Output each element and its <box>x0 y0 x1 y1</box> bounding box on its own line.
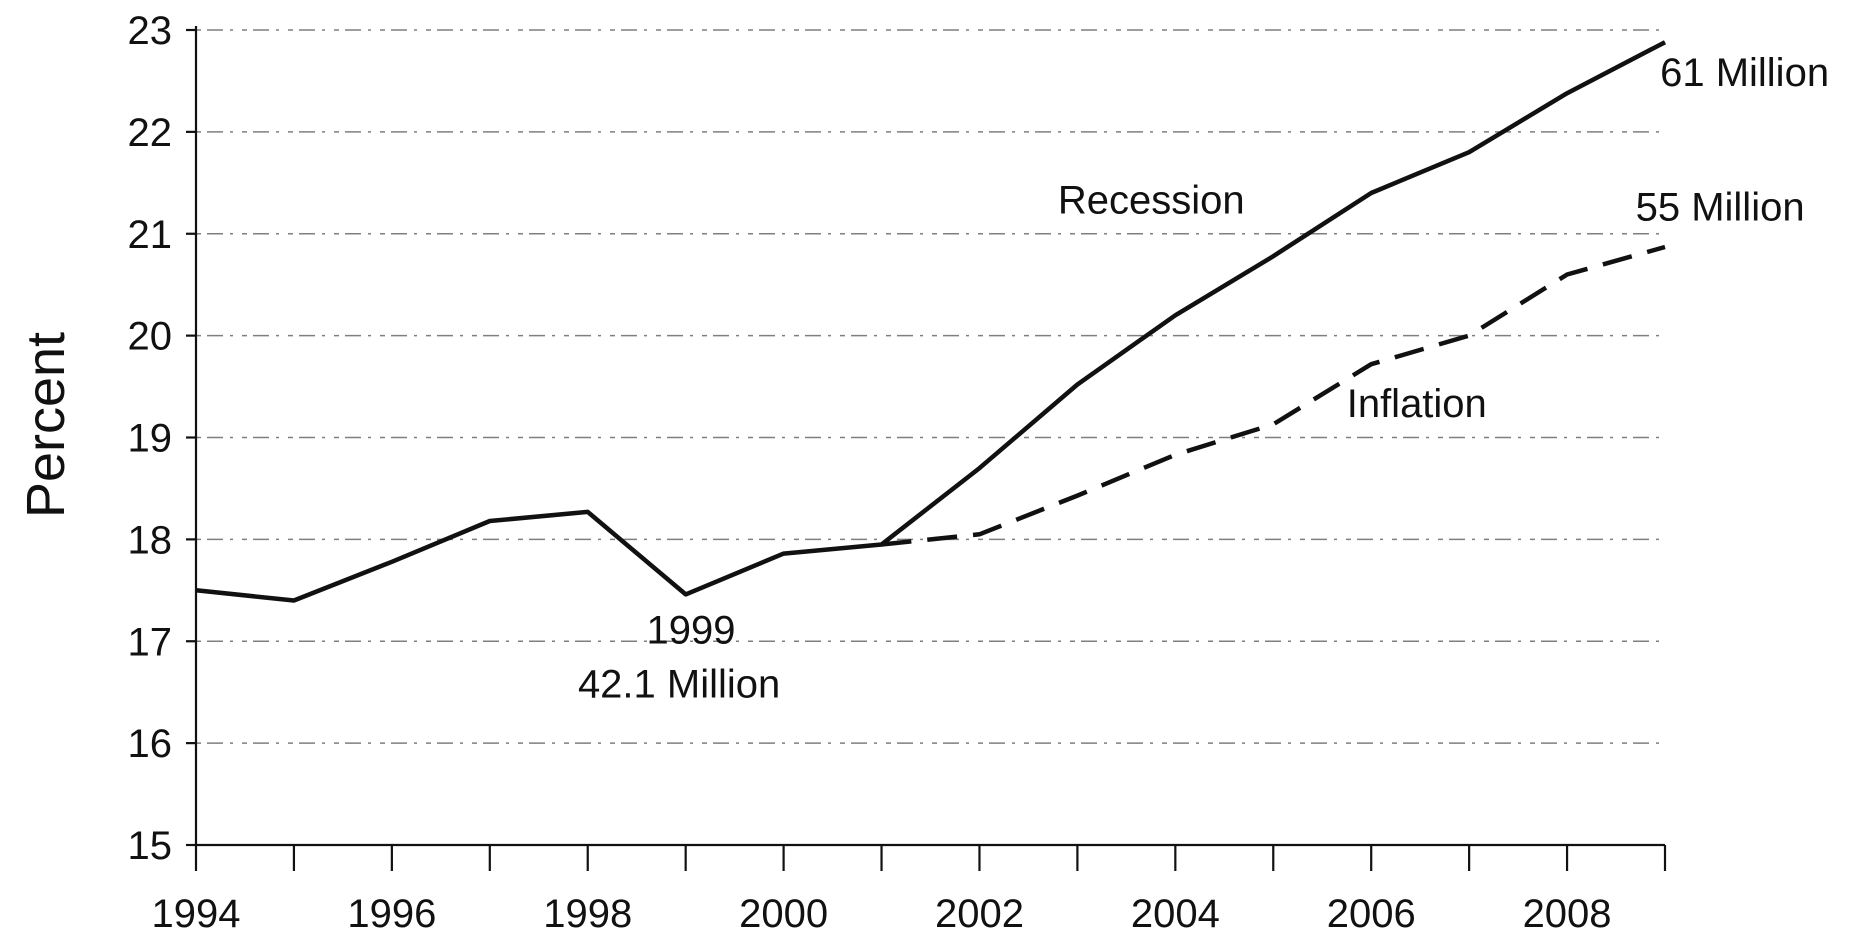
y-tick-label-21: 21 <box>128 213 173 257</box>
annotation-42m: 42.1 Million <box>578 662 780 706</box>
y-tick-label-17: 17 <box>128 620 173 664</box>
annotation-55m: 55 Million <box>1636 186 1805 230</box>
annotation-1999: 1999 <box>646 608 735 652</box>
y-tick-label-19: 19 <box>128 417 173 461</box>
series-lines <box>195 40 1667 603</box>
x-tick-label-1994: 1994 <box>152 892 241 936</box>
y-tick-label-22: 22 <box>128 111 173 155</box>
series-line-inflation <box>881 244 1666 547</box>
annotation-recession: Recession <box>1058 178 1245 222</box>
series-line-recession <box>195 40 1667 603</box>
axes <box>186 26 1667 871</box>
annotation-inflation: Inflation <box>1347 382 1487 426</box>
y-tick-label-15: 15 <box>128 824 173 868</box>
annotations: Recession Inflation 61 Million 55 Million 19… <box>578 51 1829 706</box>
x-tick-label-2006: 2006 <box>1327 892 1416 936</box>
x-tick-label-1996: 1996 <box>347 892 436 936</box>
y-tick-label-23: 23 <box>128 9 173 53</box>
y-tick-label-20: 20 <box>128 315 173 359</box>
x-tick-label-2002: 2002 <box>935 892 1024 936</box>
x-tick-label-2008: 2008 <box>1523 892 1612 936</box>
y-tick-label-16: 16 <box>128 722 173 766</box>
x-tick-label-1998: 1998 <box>543 892 632 936</box>
x-tick-label-2004: 2004 <box>1131 892 1220 936</box>
y-axis-title: Percent <box>16 332 76 518</box>
annotation-61m: 61 Million <box>1660 51 1829 95</box>
y-tick-label-18: 18 <box>128 518 173 562</box>
x-tick-label-2000: 2000 <box>739 892 828 936</box>
tick-labels: 15 16 17 18 19 20 21 22 23 1994 1996 1998 2000 2002 20… <box>128 9 1612 936</box>
